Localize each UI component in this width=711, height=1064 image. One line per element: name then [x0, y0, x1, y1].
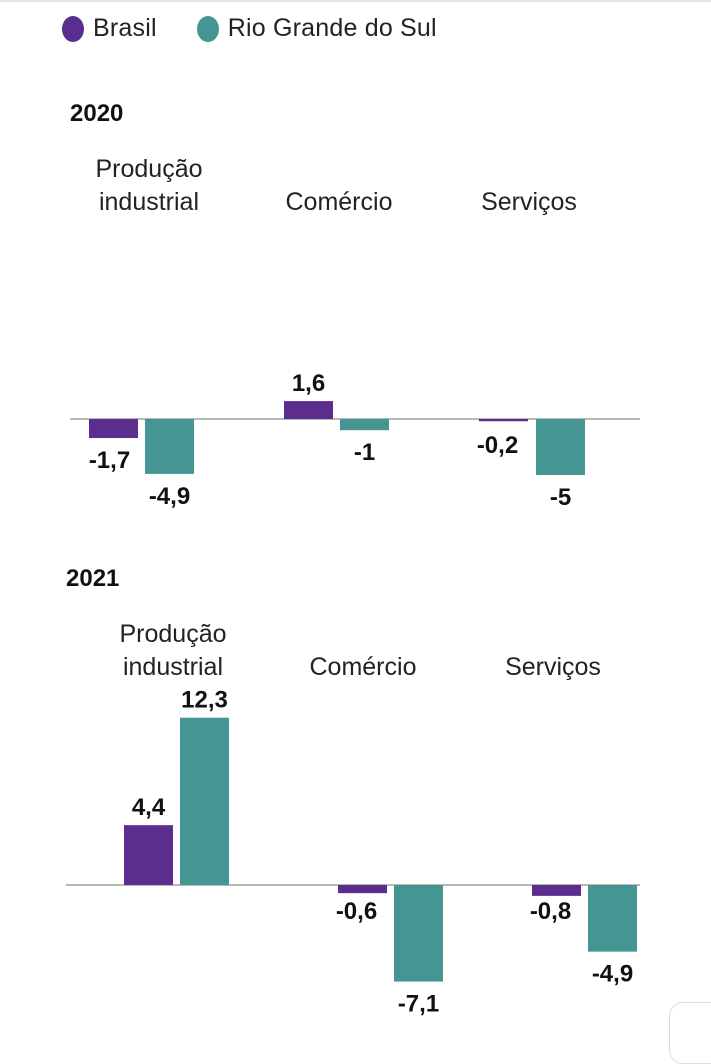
value-label: -7,1 — [398, 991, 439, 1018]
value-label: -4,9 — [149, 483, 190, 510]
bar-charts: 2020 Produção industrial Comércio Serviços -1… — [66, 100, 640, 1018]
category-label: industrial — [123, 653, 223, 681]
top-divider — [0, 0, 711, 2]
legend-item-brasil: Brasil — [62, 14, 157, 43]
value-label: 12,3 — [181, 687, 228, 714]
legend-label-rio-grande-do-sul: Rio Grande do Sul — [227, 14, 437, 42]
category-label: Produção — [95, 155, 202, 183]
legend-item-rio-grande-do-sul: Rio Grande do Sul — [196, 14, 437, 43]
value-label: -1 — [354, 439, 375, 466]
bar-brasil — [532, 885, 581, 896]
bar-rio-grande-do-sul — [394, 885, 443, 982]
corner-widget — [669, 1002, 711, 1064]
bar-rio-grande-do-sul — [180, 717, 229, 885]
bar-rio-grande-do-sul — [145, 419, 194, 474]
bar-brasil — [284, 401, 333, 419]
bar-brasil — [479, 419, 528, 422]
legend-label-brasil: Brasil — [93, 14, 157, 42]
bar-brasil — [89, 419, 138, 439]
bar-rio-grande-do-sul — [340, 419, 389, 431]
legend-swatch-rio-grande-do-sul — [196, 15, 219, 42]
value-label: -1,7 — [89, 447, 130, 474]
value-label: -5 — [550, 484, 571, 511]
value-label: -4,9 — [592, 961, 633, 988]
panel-title-2021: 2021 — [66, 565, 119, 592]
category-label: Comércio — [310, 653, 417, 681]
bar-brasil — [338, 885, 387, 894]
value-label: -0,2 — [477, 432, 518, 459]
category-label: Serviços — [505, 653, 601, 681]
category-label: industrial — [99, 188, 199, 216]
value-label: 4,4 — [132, 794, 166, 821]
value-label: -0,8 — [530, 898, 571, 925]
value-label: -0,6 — [336, 898, 377, 925]
legend: Brasil Rio Grande do Sul — [62, 14, 477, 43]
bar-rio-grande-do-sul — [536, 419, 585, 475]
bar-rio-grande-do-sul — [588, 885, 637, 952]
bar-brasil — [124, 825, 173, 885]
panel-title-2020: 2020 — [70, 100, 123, 127]
legend-swatch-brasil — [62, 15, 84, 42]
category-label: Serviços — [481, 188, 577, 216]
category-label: Comércio — [286, 188, 393, 216]
category-label: Produção — [119, 620, 226, 648]
value-label: 1,6 — [292, 370, 325, 397]
